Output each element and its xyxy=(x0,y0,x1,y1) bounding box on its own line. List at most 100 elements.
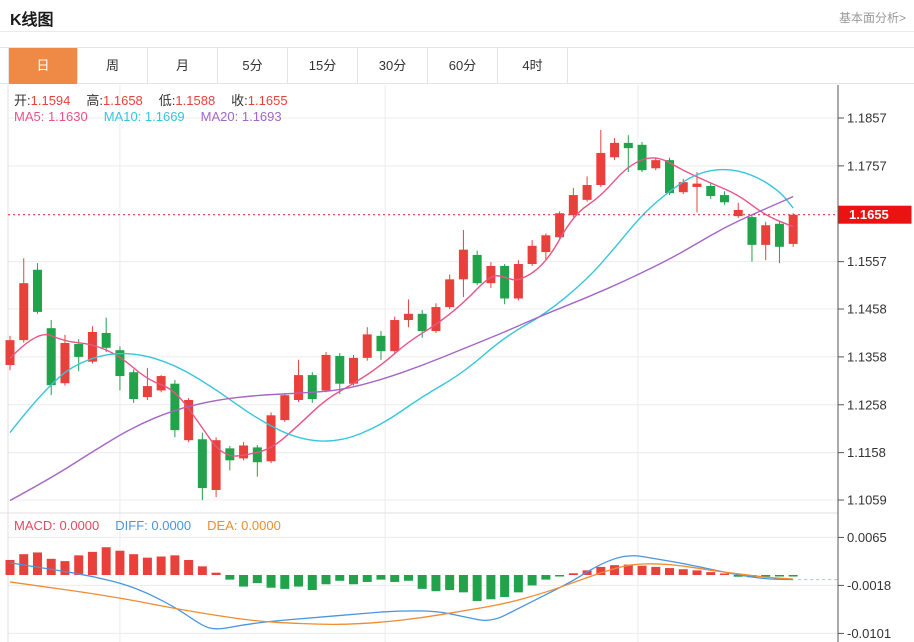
candle[interactable] xyxy=(596,152,606,186)
macd-bar[interactable] xyxy=(46,558,56,575)
macd-bar[interactable] xyxy=(568,573,578,575)
candle[interactable] xyxy=(445,279,455,308)
macd-bar[interactable] xyxy=(307,575,317,591)
macd-bar[interactable] xyxy=(610,565,620,575)
candle[interactable] xyxy=(706,185,716,197)
macd-bar[interactable] xyxy=(211,572,221,575)
macd-bar[interactable] xyxy=(60,561,70,575)
candle[interactable] xyxy=(472,254,482,284)
macd-bar[interactable] xyxy=(239,575,249,587)
macd-bar[interactable] xyxy=(527,575,537,586)
candle[interactable] xyxy=(184,399,194,441)
macd-bar[interactable] xyxy=(541,575,551,580)
macd-bar[interactable] xyxy=(280,575,290,589)
macd-bar[interactable] xyxy=(142,557,152,575)
candle[interactable] xyxy=(458,249,468,280)
macd-bar[interactable] xyxy=(500,575,510,597)
candle[interactable] xyxy=(252,447,262,463)
macd-bar[interactable] xyxy=(692,570,702,575)
macd-bar[interactable] xyxy=(472,575,482,602)
candle[interactable] xyxy=(527,245,537,265)
macd-bar[interactable] xyxy=(376,575,386,580)
candle[interactable] xyxy=(197,439,207,489)
macd-bar[interactable] xyxy=(197,566,207,575)
macd-bar[interactable] xyxy=(129,554,139,575)
macd-bar[interactable] xyxy=(637,565,647,575)
macd-bar[interactable] xyxy=(774,575,784,577)
macd-bar[interactable] xyxy=(266,575,276,588)
candle[interactable] xyxy=(692,183,702,187)
macd-bar[interactable] xyxy=(788,575,798,577)
tab-5min[interactable]: 5分 xyxy=(218,48,288,84)
candle[interactable] xyxy=(774,223,784,247)
macd-bar[interactable] xyxy=(362,575,372,582)
candle[interactable] xyxy=(733,209,743,217)
candle[interactable] xyxy=(156,376,166,391)
tab-30min[interactable]: 30分 xyxy=(358,48,428,84)
candle[interactable] xyxy=(555,213,565,238)
candle[interactable] xyxy=(321,354,331,391)
candle[interactable] xyxy=(719,195,729,203)
macd-bar[interactable] xyxy=(184,559,194,575)
tab-month[interactable]: 月 xyxy=(148,48,218,84)
candle[interactable] xyxy=(307,375,317,400)
candle[interactable] xyxy=(349,357,358,384)
macd-bar[interactable] xyxy=(733,575,743,577)
candle[interactable] xyxy=(431,307,441,332)
candle[interactable] xyxy=(637,144,647,171)
candle[interactable] xyxy=(513,264,523,299)
candle[interactable] xyxy=(417,313,427,332)
candle[interactable] xyxy=(390,320,400,352)
candle[interactable] xyxy=(500,265,510,299)
macd-bar[interactable] xyxy=(555,575,565,577)
candle[interactable] xyxy=(335,355,345,384)
macd-bar[interactable] xyxy=(349,575,358,585)
tab-60min[interactable]: 60分 xyxy=(428,48,498,84)
candle[interactable] xyxy=(142,386,152,398)
macd-bar[interactable] xyxy=(101,547,111,575)
macd-bar[interactable] xyxy=(32,552,42,575)
candle[interactable] xyxy=(60,343,70,384)
macd-bar[interactable] xyxy=(651,566,661,575)
macd-bar[interactable] xyxy=(74,555,84,575)
macd-bar[interactable] xyxy=(678,569,688,575)
candle[interactable] xyxy=(761,225,771,245)
macd-bar[interactable] xyxy=(225,575,235,580)
candle[interactable] xyxy=(623,142,633,149)
candle[interactable] xyxy=(211,440,221,490)
candle[interactable] xyxy=(101,332,111,348)
candle[interactable] xyxy=(129,372,139,400)
fundamental-analysis-link[interactable]: 基本面分析> xyxy=(838,11,906,25)
macd-bar[interactable] xyxy=(403,575,413,581)
macd-bar[interactable] xyxy=(170,555,180,575)
candle[interactable] xyxy=(46,328,56,386)
candle[interactable] xyxy=(294,375,304,400)
kline-chart[interactable]: 1.1857 1.1757 1.1557 1.1458 1.1358 1.1258 1.11… xyxy=(0,85,914,642)
candle[interactable] xyxy=(747,217,757,245)
macd-bar[interactable] xyxy=(458,575,468,593)
macd-bar[interactable] xyxy=(5,559,15,575)
candle[interactable] xyxy=(541,235,551,253)
tab-week[interactable]: 周 xyxy=(78,48,148,84)
candle[interactable] xyxy=(19,283,29,341)
macd-bar[interactable] xyxy=(486,575,496,600)
macd-bar[interactable] xyxy=(417,575,427,589)
candle[interactable] xyxy=(610,142,620,158)
macd-bar[interactable] xyxy=(87,551,97,575)
candle[interactable] xyxy=(403,313,413,321)
candle[interactable] xyxy=(266,415,276,462)
macd-bar[interactable] xyxy=(623,564,633,575)
macd-bar[interactable] xyxy=(294,575,304,587)
candle[interactable] xyxy=(170,383,180,431)
tab-4hour[interactable]: 4时 xyxy=(498,48,568,84)
macd-bar[interactable] xyxy=(513,575,523,593)
candle[interactable] xyxy=(376,335,386,352)
macd-bar[interactable] xyxy=(335,575,345,581)
macd-bar[interactable] xyxy=(596,566,606,575)
candle[interactable] xyxy=(5,340,15,366)
macd-bar[interactable] xyxy=(115,550,125,575)
macd-bar[interactable] xyxy=(665,568,675,575)
candle[interactable] xyxy=(486,265,496,284)
macd-bar[interactable] xyxy=(252,575,262,584)
macd-bar[interactable] xyxy=(390,575,400,582)
